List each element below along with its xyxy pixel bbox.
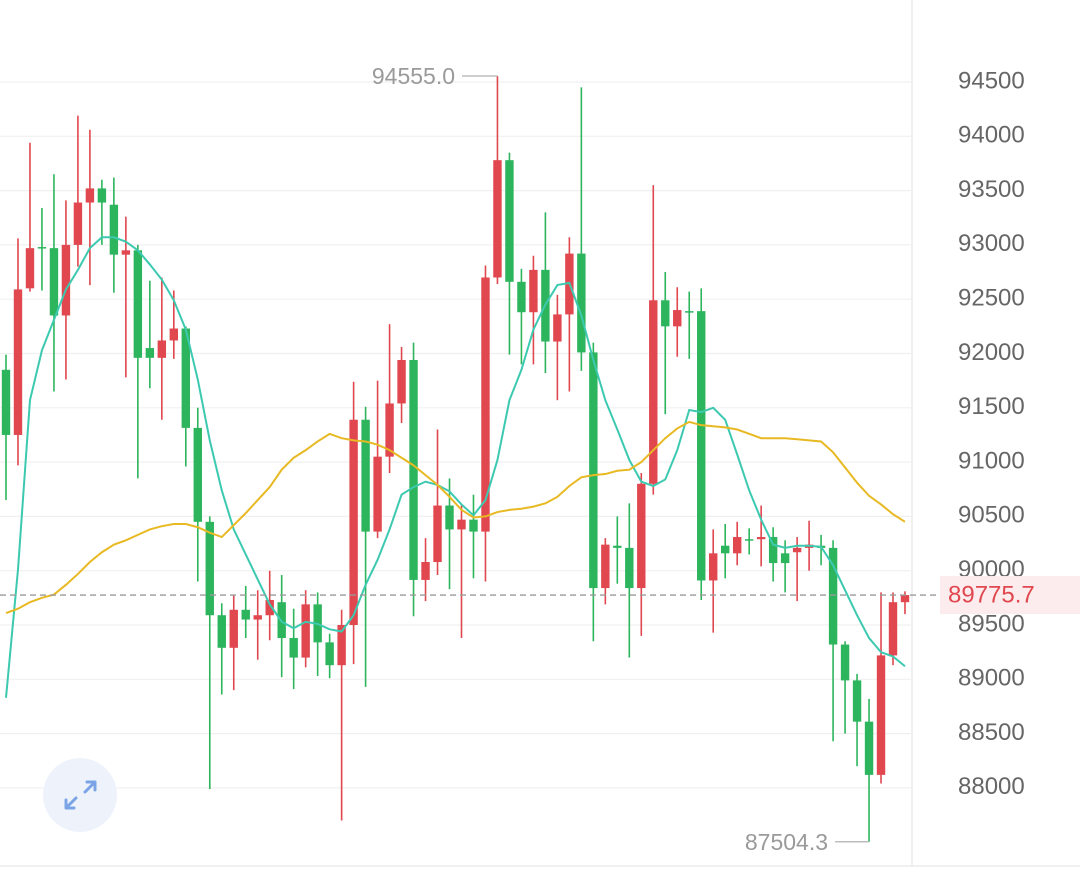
candle-body	[493, 160, 502, 278]
moving-average-line	[5, 420, 906, 614]
y-tick-label: 92000	[958, 339, 1025, 366]
candle-body	[409, 360, 418, 580]
candle-body	[685, 311, 694, 313]
candle-body	[1, 369, 11, 435]
candle-body	[337, 624, 346, 666]
candle-body	[577, 253, 586, 353]
y-tick-label: 89000	[958, 665, 1025, 692]
candle-body	[13, 289, 23, 435]
candle-body	[85, 188, 95, 203]
candle-body	[145, 348, 155, 358]
expand-button[interactable]	[43, 758, 117, 832]
labels: 8800088500890008950090000905009100091500…	[0, 63, 1080, 855]
candle-body	[109, 204, 119, 255]
y-tick-label: 93000	[958, 230, 1025, 257]
y-tick-label: 94000	[958, 122, 1025, 149]
candle-body	[828, 547, 838, 645]
y-tick-label: 88000	[958, 773, 1025, 800]
candle-body	[721, 545, 730, 554]
candle-body	[517, 281, 526, 313]
candle-body	[37, 247, 47, 249]
candle-body	[709, 553, 718, 581]
candle-body	[661, 300, 670, 327]
candle-body	[49, 248, 59, 316]
candle-body	[744, 539, 754, 541]
y-tick-label: 94500	[958, 67, 1025, 94]
candle-body	[433, 505, 442, 563]
candle-body	[457, 519, 466, 530]
candle-body	[852, 680, 862, 722]
candle-body	[840, 644, 850, 681]
candle-body	[325, 642, 334, 666]
y-tick-label: 90500	[958, 502, 1025, 529]
candle-body	[529, 269, 538, 313]
y-tick-label: 88500	[958, 719, 1025, 746]
candle-body	[169, 328, 179, 341]
candle-body	[349, 419, 358, 625]
candle-body	[481, 277, 490, 532]
candle-body	[445, 505, 454, 530]
candle-body	[217, 615, 226, 648]
candle-body	[673, 310, 682, 327]
candle-body	[469, 519, 478, 532]
max-label: 94555.0	[372, 63, 455, 89]
y-tick-label: 92500	[958, 285, 1025, 312]
candle-body	[613, 545, 622, 548]
candle-body	[756, 537, 766, 540]
candle-body	[792, 547, 802, 553]
y-tick-label: 89500	[958, 610, 1025, 637]
candle-body	[289, 638, 298, 658]
candle-body	[589, 352, 598, 589]
candle-body	[241, 609, 250, 620]
candle-body	[133, 250, 143, 358]
candle-body	[73, 202, 83, 245]
candle-body	[732, 537, 742, 554]
candle-body	[397, 360, 406, 404]
candle-body	[157, 340, 167, 358]
candle-body	[864, 721, 874, 775]
candle-body	[876, 655, 886, 775]
candle-body	[768, 537, 778, 564]
candle-body	[697, 311, 706, 581]
marks	[1, 76, 910, 842]
y-tick-label: 93500	[958, 176, 1025, 203]
candle-body	[888, 602, 898, 656]
candle-body	[253, 615, 262, 620]
candle-body	[601, 544, 610, 589]
candle-body	[625, 547, 634, 589]
candle-body	[900, 595, 910, 603]
candle-body	[193, 427, 202, 522]
y-tick-label: 91000	[958, 447, 1025, 474]
candle-body	[385, 403, 394, 457]
candle-body	[205, 521, 214, 616]
candle-body	[97, 188, 107, 203]
last-price-box	[940, 576, 1080, 615]
candle-body	[361, 419, 370, 532]
candle-body	[780, 553, 790, 564]
candle-body	[181, 328, 190, 428]
candle-body	[121, 250, 131, 255]
y-tick-label: 91500	[958, 393, 1025, 420]
grid	[0, 81, 912, 789]
candle-body	[637, 483, 646, 589]
candle-body	[229, 609, 238, 648]
candle-body	[61, 244, 71, 316]
candle-body	[553, 314, 562, 342]
candle-body	[505, 160, 514, 282]
min-label: 87504.3	[745, 829, 828, 855]
last-price-label: 89775.7	[948, 581, 1035, 608]
candle-body	[373, 456, 382, 532]
candle-body	[25, 248, 35, 289]
candle-body	[649, 300, 658, 484]
candle-body	[301, 604, 310, 658]
candle-body	[421, 562, 430, 580]
moving-average-line	[5, 236, 906, 698]
candle-body	[265, 600, 274, 616]
